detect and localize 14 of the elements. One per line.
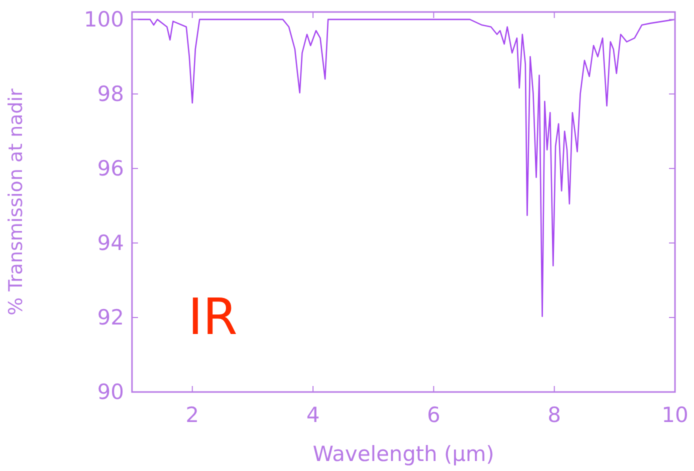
y-tick-label: 90: [97, 380, 124, 404]
y-axis-title: % Transmission at nadir: [5, 88, 27, 316]
y-tick-label: 94: [97, 230, 124, 255]
y-tick-label: 92: [97, 305, 124, 330]
x-axis-title: Wavelength (μm): [312, 442, 494, 466]
x-tick-label: 10: [662, 403, 688, 427]
y-tick-label: 98: [97, 82, 124, 106]
x-tick-label: 4: [306, 403, 320, 427]
annotation: IR: [188, 288, 238, 346]
x-tick-label: 8: [548, 403, 562, 427]
y-tick-label: 96: [97, 156, 124, 180]
y-tick-label: 100: [84, 7, 124, 32]
x-tick-label: 6: [426, 403, 440, 427]
x-tick-label: 2: [186, 403, 200, 427]
